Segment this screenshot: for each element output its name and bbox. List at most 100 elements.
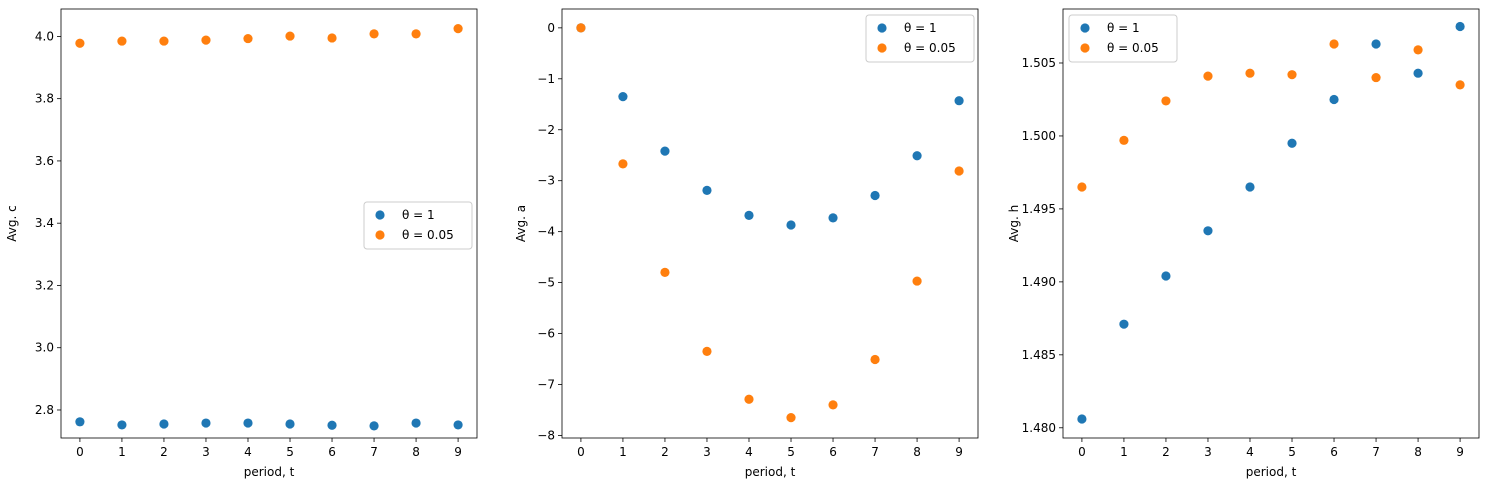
y-tick-label: 1.505 — [1022, 56, 1056, 70]
legend-box — [363, 201, 473, 250]
y-tick-label: −5 — [537, 276, 555, 290]
y-tick-label: −1 — [537, 72, 555, 86]
x-tick-label: 3 — [1204, 445, 1212, 459]
y-tick-label: 1.485 — [1022, 348, 1056, 362]
data-point — [576, 23, 586, 33]
data-point — [1413, 68, 1423, 78]
data-point — [1371, 39, 1381, 49]
data-point — [702, 346, 712, 356]
y-tick-label: −3 — [537, 174, 555, 188]
legend-label: θ = 0.05 — [904, 41, 956, 55]
data-point — [870, 354, 880, 365]
data-point — [243, 418, 253, 428]
x-tick-label: 7 — [1372, 445, 1380, 459]
x-tick-label: 5 — [1288, 445, 1296, 459]
x-tick-label: 1 — [118, 445, 126, 459]
legend-label: θ = 1 — [1107, 21, 1140, 35]
x-tick-label: 8 — [913, 445, 921, 459]
data-point — [1455, 80, 1465, 90]
x-tick-label: 6 — [1330, 445, 1338, 459]
y-tick-label: −4 — [537, 225, 555, 239]
legend: θ = 1 θ = 0.05 — [1068, 14, 1178, 63]
x-tick-label: 3 — [703, 445, 711, 459]
data-point — [159, 419, 169, 429]
y-tick-label: −2 — [537, 123, 555, 137]
x-tick-label: 9 — [454, 445, 462, 459]
legend-marker — [1080, 43, 1090, 53]
y-tick-label: 1.500 — [1022, 129, 1056, 143]
data-point — [618, 159, 628, 169]
x-tick-label: 7 — [871, 445, 879, 459]
data-point — [702, 185, 712, 195]
x-tick-label: 1 — [1120, 445, 1128, 459]
y-tick-label: 1.495 — [1022, 202, 1056, 216]
data-point — [744, 394, 754, 404]
y-tick-label: 2.8 — [35, 403, 54, 417]
y-axis-label: Avg. a — [514, 205, 528, 242]
y-tick-label: 4.0 — [35, 29, 54, 43]
x-tick-label: 9 — [1456, 445, 1464, 459]
x-tick-label: 6 — [829, 445, 837, 459]
data-point — [243, 33, 253, 44]
data-point — [660, 146, 670, 156]
x-tick-label: 4 — [745, 445, 753, 459]
data-point — [201, 35, 211, 45]
data-point — [1203, 226, 1213, 236]
data-point — [1203, 71, 1213, 81]
x-tick-label: 8 — [412, 445, 420, 459]
data-point — [75, 417, 85, 427]
x-tick-label: 8 — [1414, 445, 1422, 459]
x-axis-label: period, t — [745, 465, 796, 479]
data-point — [870, 190, 880, 201]
x-tick-label: 0 — [1078, 445, 1086, 459]
data-point — [327, 33, 337, 43]
series-1 — [1077, 21, 1465, 424]
data-point — [1329, 94, 1339, 105]
legend-marker — [375, 230, 385, 240]
data-point — [954, 166, 964, 176]
data-point — [1287, 70, 1297, 80]
x-tick-label: 2 — [1162, 445, 1170, 459]
y-tick-label: −6 — [537, 327, 555, 341]
data-point — [1077, 414, 1087, 424]
data-point — [1245, 68, 1255, 78]
x-tick-label: 0 — [76, 445, 84, 459]
data-point — [828, 213, 838, 223]
data-point — [1287, 138, 1297, 148]
x-axis-label: period, t — [1246, 465, 1297, 479]
chart-panel-2: 0 1 2 3 4 5 6 7 8 9 0 −1 −2 −3 −4 −5 −6 −7 −8 period, t Avg.… — [514, 8, 979, 479]
data-point — [453, 24, 463, 34]
legend-marker — [1080, 23, 1090, 33]
data-point — [786, 220, 796, 230]
data-point — [618, 92, 628, 102]
series-1 — [75, 417, 463, 431]
data-point — [1329, 39, 1339, 49]
x-tick-label: 3 — [202, 445, 210, 459]
x-tick-label: 1 — [619, 445, 627, 459]
series-2 — [75, 24, 463, 48]
data-point — [786, 413, 796, 423]
legend-marker — [375, 210, 385, 220]
data-point — [954, 96, 964, 106]
legend-label: θ = 0.05 — [402, 228, 454, 242]
legend-label: θ = 1 — [904, 21, 937, 35]
legend-box — [865, 14, 975, 63]
y-tick-label: 1.480 — [1022, 421, 1056, 435]
x-tick-label: 2 — [661, 445, 669, 459]
data-point — [1119, 135, 1129, 145]
y-tick-label: 3.6 — [35, 154, 54, 168]
x-tick-label: 4 — [244, 445, 252, 459]
y-tick-label: 1.490 — [1022, 275, 1056, 289]
data-point — [285, 419, 295, 429]
chart-panel-1: 0 1 2 3 4 5 6 7 8 9 2.8 3.0 3.2 3.4 3.6 3.8 4.0 period, t… — [5, 8, 478, 479]
legend-marker — [877, 43, 887, 53]
data-point — [201, 418, 211, 428]
legend-marker — [877, 23, 887, 33]
axes-frame — [1062, 8, 1480, 439]
series-2 — [1077, 39, 1465, 192]
data-point — [912, 276, 922, 286]
data-point — [828, 400, 838, 410]
data-point — [1077, 182, 1087, 192]
data-point — [285, 31, 295, 41]
